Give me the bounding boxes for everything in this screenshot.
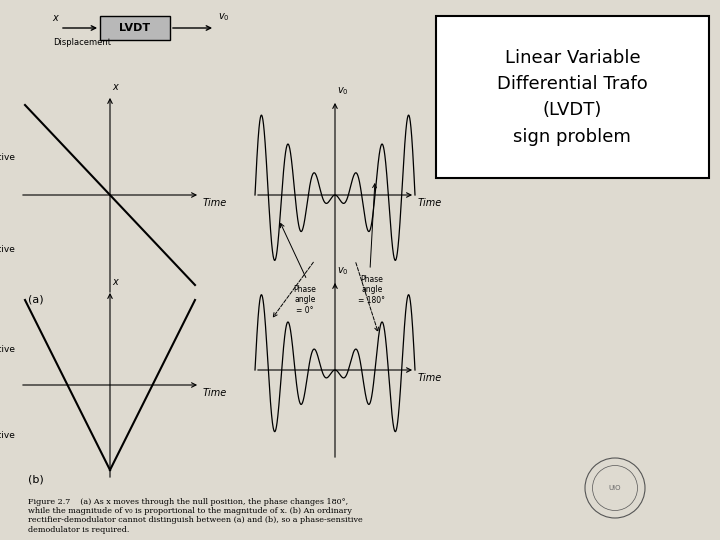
Text: Displacement: Displacement [53, 38, 111, 47]
Text: $v_0$: $v_0$ [218, 11, 230, 23]
Text: x: x [112, 277, 118, 287]
Text: Time: Time [418, 198, 442, 208]
Text: Linear Variable
Differential Trafo
(LVDT)
sign problem: Linear Variable Differential Trafo (LVDT… [497, 49, 648, 146]
Text: Positive: Positive [0, 152, 15, 161]
Text: Negative: Negative [0, 246, 15, 254]
Text: $v_0$: $v_0$ [337, 85, 348, 97]
Text: Figure 2.7    (a) As x moves through the null position, the phase changes 180°,
: Figure 2.7 (a) As x moves through the nu… [28, 498, 363, 534]
Text: Time: Time [418, 373, 442, 383]
Text: Phase
angle
= 0°: Phase angle = 0° [294, 285, 316, 315]
Text: Time: Time [203, 388, 228, 398]
Text: Positive: Positive [0, 346, 15, 354]
Text: $v_0$: $v_0$ [337, 265, 348, 277]
Text: x: x [52, 13, 58, 23]
Text: Time: Time [203, 198, 228, 208]
Text: x: x [112, 82, 118, 92]
Text: (b): (b) [28, 475, 44, 485]
Bar [100, 16, 170, 40]
Text: Phase
angle
= 180°: Phase angle = 180° [359, 275, 385, 305]
Text: (a): (a) [28, 295, 44, 305]
Bar [436, 16, 709, 178]
Text: UiO: UiO [608, 485, 621, 491]
Text: LVDT: LVDT [120, 23, 150, 33]
Text: Negative: Negative [0, 430, 15, 440]
